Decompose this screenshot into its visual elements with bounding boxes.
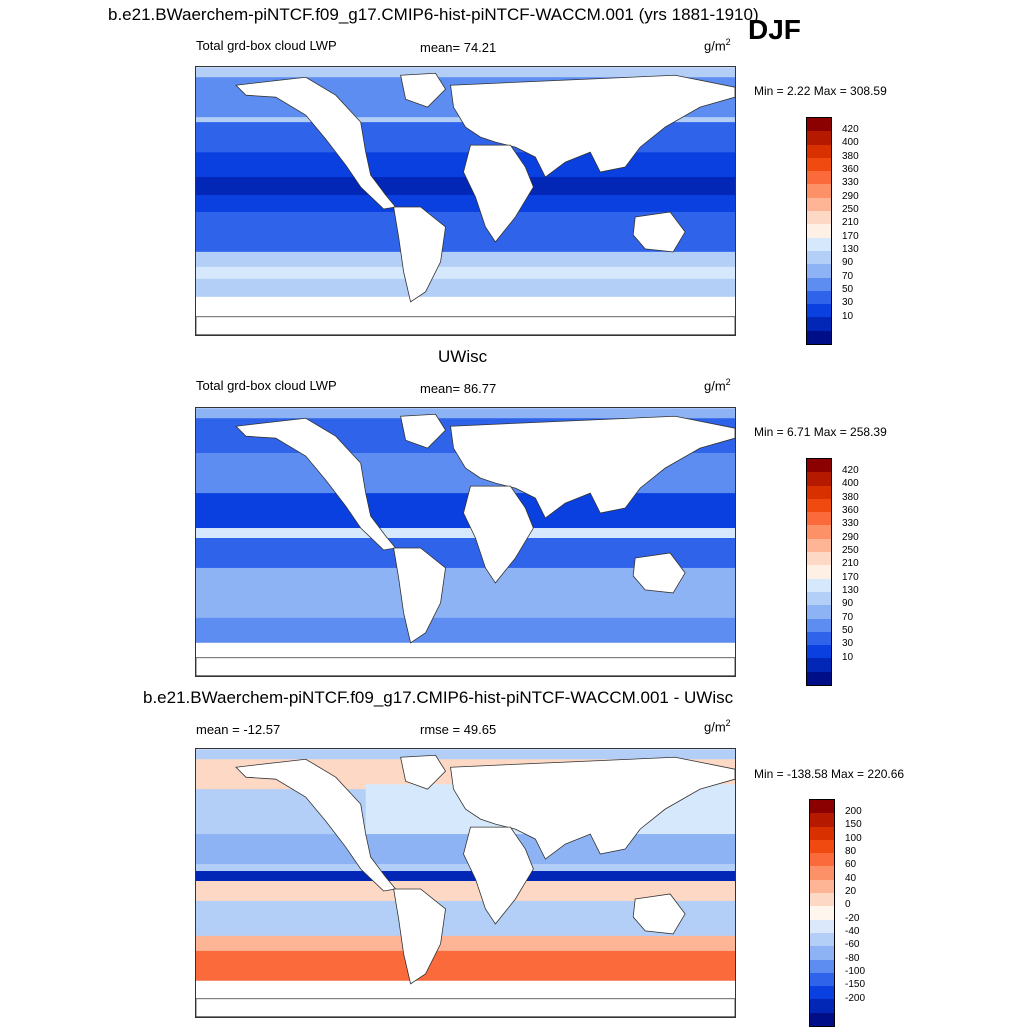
panel2-map: [195, 407, 736, 677]
panel2-colorbar: [806, 458, 832, 687]
panel2-minmax: Min = 6.71 Max = 258.39: [754, 425, 887, 439]
colorbar-tick: 130: [842, 244, 859, 255]
panel1-colorbar: [806, 117, 832, 346]
colorbar-tick: 50: [842, 284, 854, 295]
colorbar-tick: 210: [842, 558, 859, 569]
colorbar-tick: 330: [842, 518, 859, 529]
colorbar-tick: -150: [845, 979, 866, 990]
colorbar-tick: 400: [842, 137, 859, 148]
colorbar-tick: -40: [845, 926, 860, 937]
colorbar-tick: 360: [842, 505, 859, 516]
panel3-units: g/m2: [704, 718, 731, 735]
colorbar-tick: 20: [845, 886, 857, 897]
colorbar-tick: 420: [842, 465, 859, 476]
panel1-map: [195, 66, 736, 336]
colorbar-tick: -20: [845, 913, 860, 924]
colorbar-tick: 90: [842, 257, 854, 268]
panel1-left-label: Total grd-box cloud LWP: [196, 38, 337, 53]
colorbar-tick: -200: [845, 993, 866, 1004]
colorbar-tick: 100: [845, 833, 862, 844]
colorbar-tick: 170: [842, 231, 859, 242]
panel3-colorbar: [809, 799, 835, 1027]
panel2-left-label: Total grd-box cloud LWP: [196, 378, 337, 393]
colorbar-tick: 60: [845, 859, 857, 870]
panel3-subtitle: b.e21.BWaerchem-piNTCF.f09_g17.CMIP6-his…: [143, 688, 734, 707]
panel1-mean-label: mean= 74.21: [420, 40, 497, 55]
colorbar-tick: 170: [842, 572, 859, 583]
panel1-minmax: Min = 2.22 Max = 308.59: [754, 84, 887, 98]
panel3-minmax: Min = -138.58 Max = 220.66: [754, 767, 905, 781]
panel2-mean-label: mean= 86.77: [420, 381, 497, 396]
colorbar-tick: 200: [845, 806, 862, 817]
colorbar-tick: -100: [845, 966, 866, 977]
colorbar-tick: 40: [845, 873, 857, 884]
colorbar-tick: 290: [842, 532, 859, 543]
colorbar-tick: 420: [842, 124, 859, 135]
colorbar-tick: 400: [842, 478, 859, 489]
panel3-rmse-label: rmse = 49.65: [420, 722, 497, 737]
panel3-mean-label: mean = -12.57: [196, 722, 281, 737]
colorbar-tick: 380: [842, 151, 859, 162]
figure-title: b.e21.BWaerchem-piNTCF.f09_g17.CMIP6-his…: [108, 5, 759, 24]
colorbar-tick: 30: [842, 638, 854, 649]
colorbar-tick: 250: [842, 545, 859, 556]
colorbar-tick: 70: [842, 612, 854, 623]
colorbar-tick: 210: [842, 217, 859, 228]
colorbar-tick: 150: [845, 819, 862, 830]
panel2-units: g/m2: [704, 377, 731, 394]
panel3-map: [195, 748, 736, 1018]
colorbar-tick: 330: [842, 177, 859, 188]
colorbar-tick: 380: [842, 492, 859, 503]
colorbar-tick: 250: [842, 204, 859, 215]
colorbar-tick: 10: [842, 311, 854, 322]
colorbar-tick: 90: [842, 598, 854, 609]
panel1-units: g/m2: [704, 37, 731, 54]
colorbar-tick: 70: [842, 271, 854, 282]
colorbar-tick: 10: [842, 652, 854, 663]
colorbar-tick: -60: [845, 939, 860, 950]
colorbar-tick: 50: [842, 625, 854, 636]
colorbar-tick: -80: [845, 953, 860, 964]
colorbar-tick: 290: [842, 191, 859, 202]
colorbar-tick: 80: [845, 846, 857, 857]
panel2-subtitle: UWisc: [438, 347, 488, 366]
colorbar-tick: 0: [845, 899, 851, 910]
colorbar-tick: 30: [842, 297, 854, 308]
colorbar-tick: 360: [842, 164, 859, 175]
season-label: DJF: [748, 14, 801, 45]
colorbar-tick: 130: [842, 585, 859, 596]
